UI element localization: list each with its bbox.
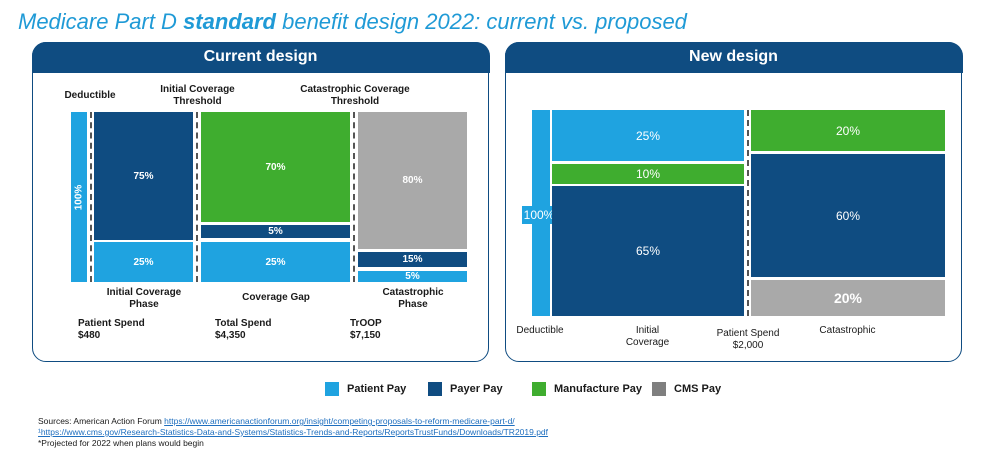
legend-label: CMS Pay xyxy=(674,383,722,395)
legend-label: Patient Pay xyxy=(347,383,407,395)
legend-label: Payer Pay xyxy=(450,383,503,395)
ic-patient-bar: 25% xyxy=(94,242,193,282)
gap-patient-bar: 25% xyxy=(201,242,350,282)
legend-payer-pay: Payer Pay xyxy=(428,382,503,396)
ic-threshold-divider xyxy=(196,112,198,282)
new-design-header: New design xyxy=(504,41,963,73)
new-cat-payer-bar: 60% xyxy=(751,154,945,277)
source-link-1[interactable]: https://www.americanactionforum.org/insi… xyxy=(164,416,515,426)
cat-phase-label: Catastrophic Phase xyxy=(382,287,444,310)
cat-patient-bar: 5% xyxy=(358,271,467,282)
new-cat-cms-bar: 20% xyxy=(751,280,945,316)
page-title: Medicare Part D standard benefit design … xyxy=(18,9,687,34)
new-catastrophic-label: Catastrophic xyxy=(819,325,876,336)
new-ic-payer-bar: 65% xyxy=(552,186,744,316)
cat-threshold-divider xyxy=(353,112,355,282)
legend-swatch xyxy=(428,382,442,396)
cat-payer-bar: 15% xyxy=(358,252,467,267)
ic-payer-bar: 75% xyxy=(94,112,193,240)
source-line-2: ¹https://www.cms.gov/Research-Statistics… xyxy=(38,427,548,437)
catastrophic-coverage-threshold-label: Catastrophic Coverage Threshold xyxy=(300,84,410,107)
gap-manufacture-bar: 70% xyxy=(201,112,350,222)
coverage-gap-label: Coverage Gap xyxy=(242,292,310,303)
legend-swatch xyxy=(652,382,666,396)
legend-swatch xyxy=(325,382,339,396)
new-ic-patient-bar: 25% xyxy=(552,110,744,161)
deductible-divider xyxy=(90,112,92,282)
cat-cms-bar: 80% xyxy=(358,112,467,249)
source-line-3: *Projected for 2022 when plans would beg… xyxy=(38,438,204,448)
patient-spend-label: Patient Spend $480 xyxy=(78,318,145,341)
new-patient-spend-label: Patient Spend $2,000 xyxy=(716,328,780,351)
new-ic-label: Initial Coverage xyxy=(625,325,670,348)
new-cat-manufacture-bar: 20% xyxy=(751,110,945,151)
current-design-header: Current design xyxy=(31,41,490,73)
source-link-2[interactable]: ¹https://www.cms.gov/Research-Statistics… xyxy=(38,427,549,437)
total-spend-label: Total Spend $4,350 xyxy=(215,318,272,341)
new-threshold-divider xyxy=(747,110,749,316)
source-line-1: Sources: American Action Forum https://w… xyxy=(38,416,515,426)
new-ic-manufacture-bar: 10% xyxy=(552,164,744,184)
initial-coverage-threshold-label: Initial Coverage Threshold xyxy=(160,84,235,107)
troop-label: TrOOP $7,150 xyxy=(350,318,382,341)
legend-cms-pay: CMS Pay xyxy=(652,382,721,396)
deductible-bar: 100% xyxy=(71,112,87,282)
gap-payer-bar: 5% xyxy=(201,225,350,238)
new-deductible-label: Deductible xyxy=(516,325,564,336)
legend-patient-pay: Patient Pay xyxy=(325,382,406,396)
ic-phase-label: Initial Coverage Phase xyxy=(106,287,182,310)
deductible-label: Deductible xyxy=(64,90,116,101)
legend-manufacture-pay: Manufacture Pay xyxy=(532,382,642,396)
legend-label: Manufacture Pay xyxy=(554,383,643,395)
new-deductible-pct: 100% xyxy=(522,206,556,224)
legend-swatch xyxy=(532,382,546,396)
